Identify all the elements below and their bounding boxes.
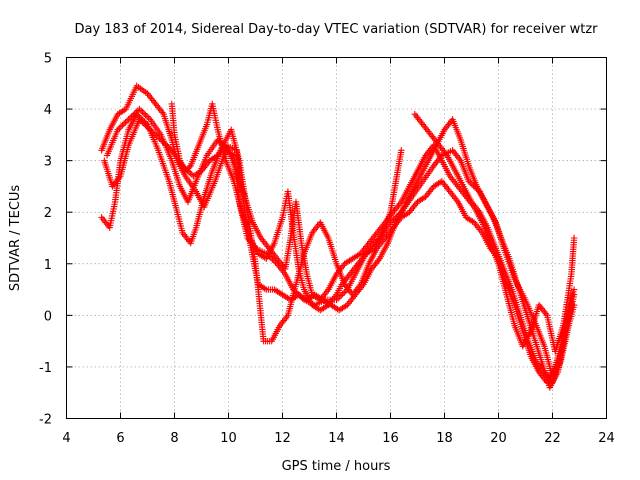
x-tick-label: 20 bbox=[490, 431, 507, 446]
y-tick-label: 3 bbox=[44, 155, 52, 170]
data-point-track-d bbox=[570, 234, 578, 242]
data-point-track-c bbox=[148, 127, 155, 135]
data-point-track-d bbox=[145, 114, 152, 122]
y-tick-label: -2 bbox=[39, 413, 52, 428]
y-axis-label: SDTVAR / TECUs bbox=[8, 185, 23, 292]
data-point-track-c bbox=[145, 125, 152, 132]
data-point-track-a bbox=[465, 178, 472, 185]
data-point-track-d bbox=[116, 125, 123, 132]
data-point-track-d bbox=[123, 117, 131, 125]
data-markers bbox=[98, 82, 578, 391]
x-tick-label: 16 bbox=[382, 431, 399, 446]
data-point-track-d bbox=[136, 105, 143, 113]
data-point-track-c bbox=[151, 130, 159, 138]
axis-ticks bbox=[66, 57, 607, 419]
data-point-track-d bbox=[114, 126, 121, 133]
grid-lines bbox=[66, 57, 607, 419]
x-tick-label: 12 bbox=[274, 431, 291, 446]
y-tick-label: -1 bbox=[39, 361, 52, 376]
x-tick-label: 24 bbox=[598, 431, 615, 446]
data-point-track-c bbox=[150, 129, 157, 136]
data-point-track-d bbox=[126, 114, 134, 122]
data-point-track-d bbox=[137, 107, 145, 114]
chart-title: Day 183 of 2014, Sidereal Day-to-day VTE… bbox=[74, 22, 598, 37]
data-point-track-c bbox=[142, 122, 149, 129]
data-point-track-c bbox=[147, 126, 154, 133]
x-tick-label: 14 bbox=[328, 431, 345, 446]
data-point-track-d bbox=[133, 108, 140, 116]
x-tick-label: 8 bbox=[170, 431, 178, 446]
y-tick-label: 2 bbox=[44, 206, 52, 221]
data-point-track-d bbox=[140, 110, 148, 117]
data-point-track-f bbox=[186, 163, 193, 171]
x-tick-label: 4 bbox=[62, 431, 70, 446]
data-point-track-c bbox=[143, 123, 151, 130]
y-tick-label: 4 bbox=[44, 103, 52, 118]
data-point-track-c bbox=[153, 132, 160, 139]
x-axis-label: GPS time / hours bbox=[282, 459, 391, 474]
data-point-track-a bbox=[337, 292, 345, 299]
data-point-track-d bbox=[142, 111, 149, 119]
data-point-track-d bbox=[130, 111, 137, 119]
data-point-track-f bbox=[398, 147, 405, 154]
data-point-track-d bbox=[223, 145, 231, 153]
data-point-track-d bbox=[125, 116, 132, 123]
x-tick-label: 22 bbox=[544, 431, 561, 446]
data-point-track-c bbox=[570, 291, 578, 298]
data-point-track-a bbox=[269, 256, 276, 263]
y-tick-label: 5 bbox=[44, 52, 52, 67]
data-point-track-d bbox=[143, 113, 151, 120]
data-point-track-d bbox=[117, 123, 125, 130]
data-point-track-a bbox=[339, 290, 346, 298]
data-point-track-d bbox=[122, 119, 129, 126]
data-point-track-e bbox=[570, 301, 578, 309]
data-point-track-d bbox=[139, 108, 146, 116]
data-point-track-c bbox=[140, 120, 148, 128]
x-tick-label: 6 bbox=[116, 431, 124, 446]
y-tick-label: 0 bbox=[44, 309, 52, 324]
data-point-track-d bbox=[120, 120, 128, 128]
x-tick-label: 10 bbox=[220, 431, 237, 446]
data-point-track-c bbox=[137, 117, 145, 125]
data-point-track-d bbox=[119, 122, 126, 129]
data-point-track-d bbox=[128, 113, 135, 120]
data-point-track-a bbox=[341, 289, 348, 296]
data-point-track-c bbox=[187, 169, 194, 177]
data-point-track-c bbox=[136, 116, 143, 123]
data-point-track-d bbox=[131, 110, 138, 117]
y-tick-label: 1 bbox=[44, 258, 52, 273]
x-tick-label: 18 bbox=[436, 431, 453, 446]
data-point-track-c bbox=[139, 119, 146, 126]
